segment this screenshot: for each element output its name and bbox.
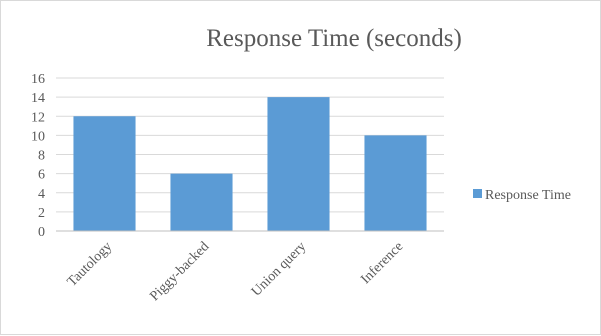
x-tick-label: Inference (358, 239, 406, 287)
bar (364, 135, 427, 231)
bar (170, 173, 233, 231)
x-tick-label: Piggy-backed (147, 239, 212, 304)
y-tick-label: 6 (38, 168, 45, 183)
bars (73, 97, 427, 231)
y-axis-ticks: 0 2 4 6 8 10 12 14 16 (31, 72, 45, 240)
y-tick-label: 10 (31, 129, 45, 144)
legend-label: Response Time (485, 188, 571, 203)
y-tick-label: 4 (38, 187, 45, 202)
bar (73, 116, 136, 231)
x-tick-label: Tautology (65, 239, 116, 290)
chart-title: Response Time (seconds) (206, 25, 462, 52)
x-axis-ticks: Tautology Piggy-backed Union query Inferenc… (65, 239, 407, 304)
y-tick-label: 16 (31, 72, 45, 87)
y-tick-label: 14 (31, 91, 45, 106)
bar (267, 97, 330, 231)
y-tick-label: 0 (38, 225, 45, 240)
x-tick-label: Union query (249, 239, 309, 299)
y-tick-label: 12 (31, 110, 45, 125)
legend: Response Time (473, 188, 571, 203)
y-tick-label: 2 (38, 206, 45, 221)
y-tick-label: 8 (38, 149, 45, 164)
legend-swatch (473, 189, 482, 198)
